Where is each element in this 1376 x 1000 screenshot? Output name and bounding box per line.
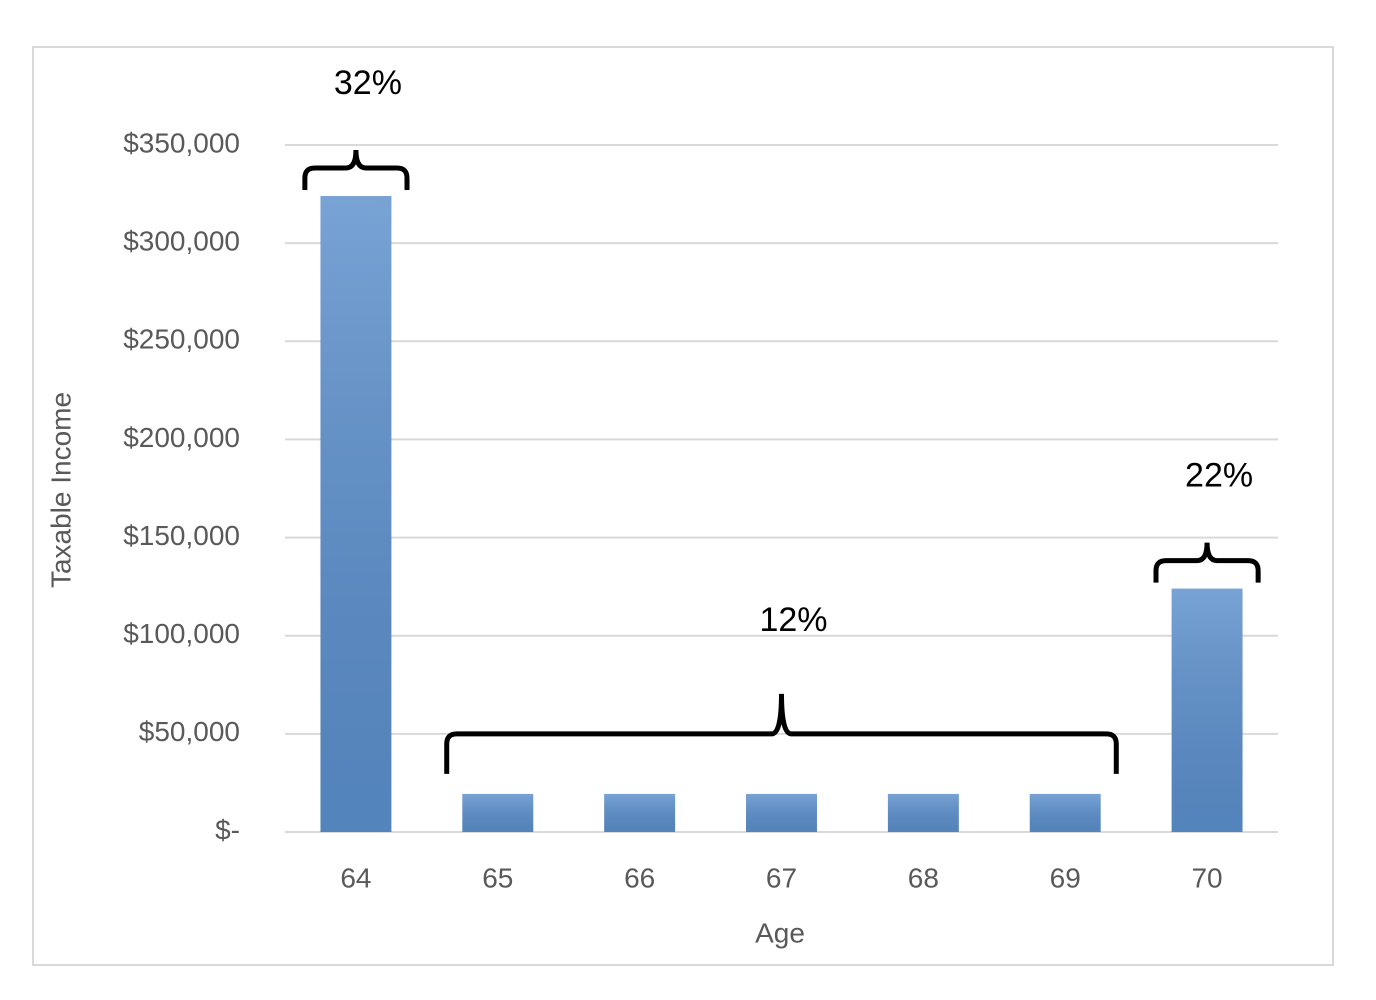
y-axis-label: Taxable Income (45, 392, 76, 588)
bar (604, 793, 676, 832)
x-tick-label: 70 (1191, 862, 1222, 893)
y-tick-label: $50,000 (139, 716, 240, 747)
annotation: 12% (759, 601, 827, 639)
chart-frame (32, 46, 1334, 966)
bar (320, 196, 392, 832)
x-axis-label: Age (755, 917, 805, 948)
bracket (1153, 542, 1261, 583)
bar (887, 793, 959, 832)
x-tick-label: 69 (1050, 862, 1081, 893)
bar (1029, 793, 1101, 832)
y-tick-label: $200,000 (123, 422, 240, 453)
bar (462, 793, 534, 832)
x-tick-label: 66 (624, 862, 655, 893)
bar (746, 793, 817, 832)
annotation: 32% (334, 64, 402, 102)
y-tick-label: $- (215, 814, 240, 845)
x-tick-label: 64 (340, 862, 371, 893)
y-tick-label: $350,000 (123, 127, 240, 158)
bracket (444, 693, 1119, 774)
annotation: 22% (1185, 457, 1253, 495)
y-tick-label: $100,000 (123, 618, 240, 649)
y-tick-label: $250,000 (123, 324, 240, 355)
x-tick-label: 67 (766, 862, 797, 893)
y-tick-label: $300,000 (123, 226, 240, 257)
y-tick-label: $150,000 (123, 520, 240, 551)
x-tick-label: 68 (908, 862, 939, 893)
x-tick-label: 65 (482, 862, 513, 893)
bar (1171, 588, 1243, 832)
